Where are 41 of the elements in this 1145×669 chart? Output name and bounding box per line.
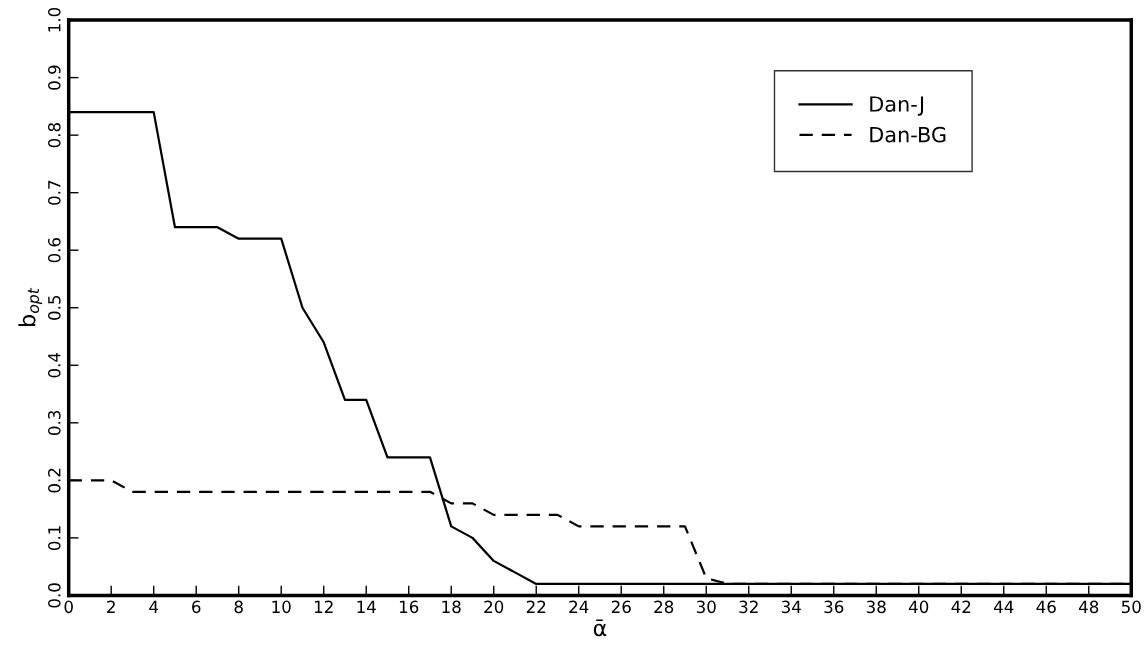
x-tick-label: 10: [272, 600, 291, 614]
y-tick-label: 0.6: [48, 238, 61, 263]
x-tick-label: 18: [442, 600, 461, 614]
y-tick-label: 0.0: [48, 583, 61, 608]
y-tick-label: 0.5: [48, 295, 61, 320]
x-tick-label: 22: [526, 600, 546, 613]
x-tick-label: 42: [951, 600, 971, 613]
legend-label: Dan-BG: [870, 126, 946, 143]
x-tick-label: 40: [908, 600, 929, 614]
y-tick-label: 0.2: [48, 468, 61, 493]
x-tick-label: 12: [314, 600, 333, 613]
x-axis-title: ᾱ: [593, 619, 607, 637]
x-tick-label: 44: [993, 600, 1014, 613]
y-tick-label: 0.1: [48, 526, 61, 551]
x-tick-label: 26: [611, 600, 631, 614]
x-tick-label: 4: [149, 600, 159, 613]
x-tick-label: 20: [484, 600, 504, 614]
x-tick-label: 16: [399, 600, 419, 614]
x-tick-label: 36: [824, 600, 844, 614]
x-tick-label: 8: [234, 600, 243, 614]
y-tick-label: 1.0: [48, 7, 61, 32]
x-tick-label: 6: [192, 600, 201, 614]
x-tick-label: 2: [107, 600, 115, 613]
x-tick-label: 14: [357, 600, 376, 613]
x-tick-label: 38: [866, 600, 886, 614]
x-tick-label: 46: [1036, 600, 1056, 614]
x-tick-label: 0: [64, 600, 73, 614]
y-axis-title: b$_{opt}$: [18, 287, 43, 326]
legend-label: Dan-J: [870, 96, 924, 116]
y-tick-label: 0.3: [48, 410, 61, 435]
x-tick-label: 28: [654, 600, 674, 614]
x-tick-label: 32: [739, 600, 758, 614]
x-tick-label: 24: [569, 600, 589, 613]
x-tick-label: 48: [1078, 600, 1099, 614]
y-tick-label: 0.4: [48, 352, 61, 378]
x-tick-label: 34: [781, 600, 801, 614]
y-tick-label: 0.7: [48, 180, 61, 205]
x-tick-label: 50: [1121, 600, 1141, 614]
y-tick-label: 0.9: [48, 65, 61, 90]
y-tick-label: 0.8: [48, 123, 61, 148]
x-tick-label: 30: [696, 600, 716, 614]
